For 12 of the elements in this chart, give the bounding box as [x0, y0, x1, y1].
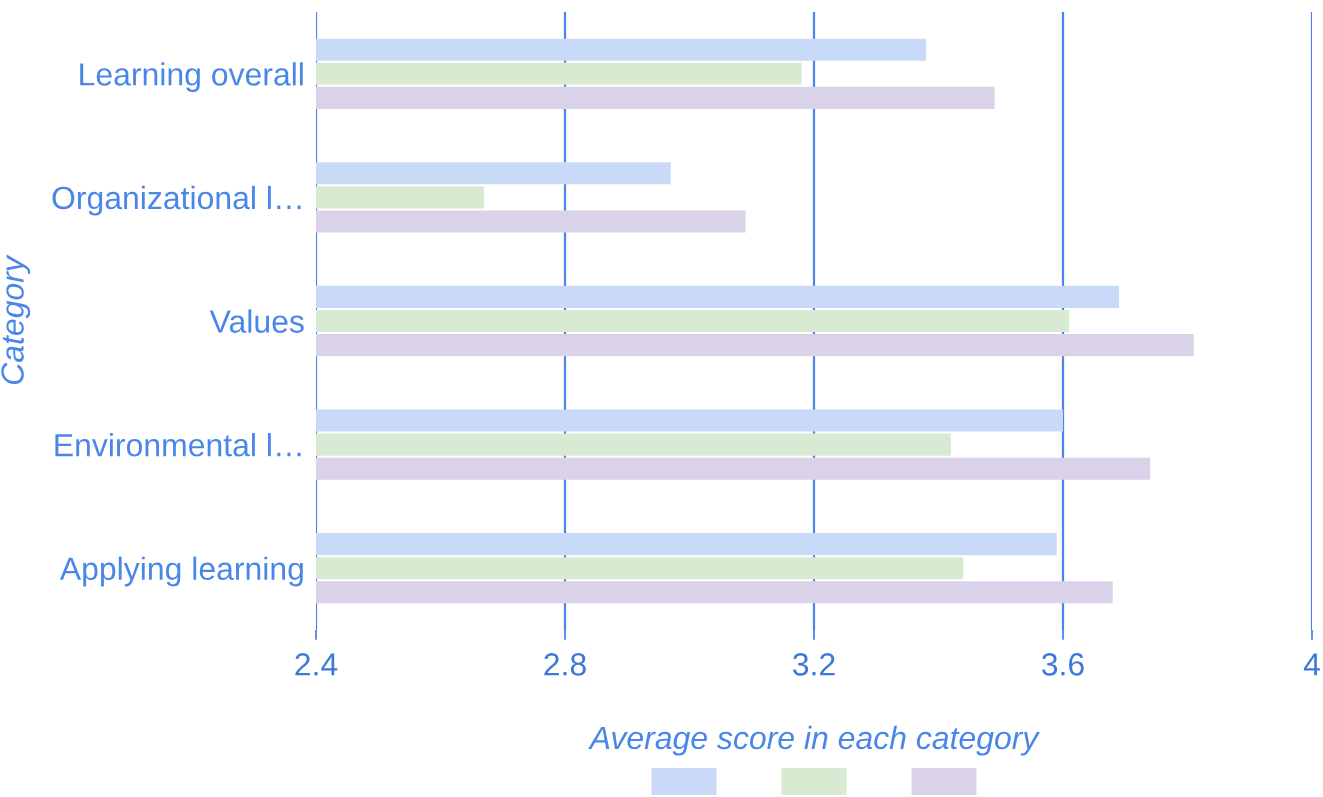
x-tick-label: 3.2 — [793, 653, 835, 676]
x-tick-label: 2.4 — [295, 653, 338, 676]
x-tick-label: 3.6 — [1042, 653, 1084, 676]
y-tick-label: Values — [209, 309, 304, 333]
y-axis-title: Category — [1, 254, 31, 385]
y-tick-label: Applying learning — [59, 556, 303, 587]
y-tick-label: Environmental l… — [55, 433, 301, 457]
y-tick-label: Learning overall — [80, 62, 303, 92]
y-tick-label: Organizational l… — [52, 185, 301, 216]
x-tick-label: 4 — [1303, 653, 1320, 676]
x-tick-label: 2.8 — [544, 653, 586, 676]
x-axis-title: Average score in each category — [588, 725, 1040, 756]
